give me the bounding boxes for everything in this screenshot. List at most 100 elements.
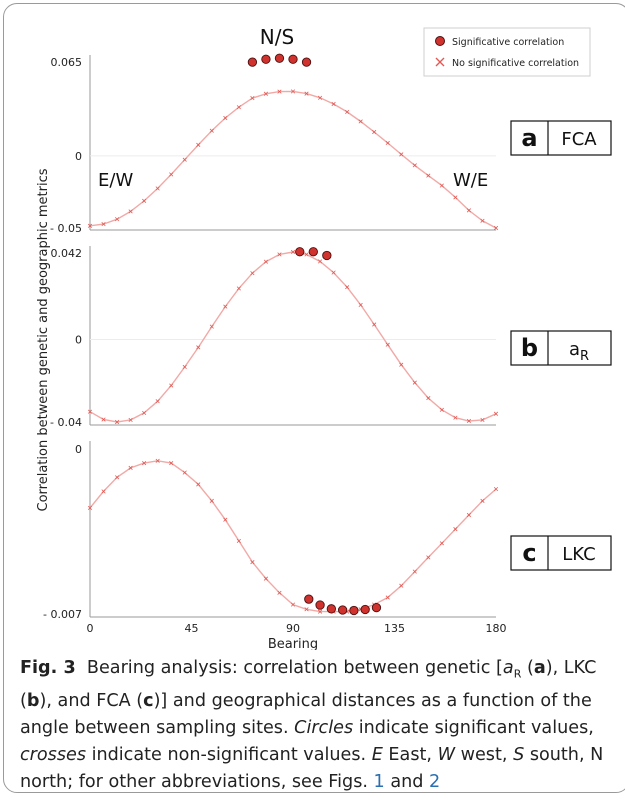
cross-marker-b-22 xyxy=(385,342,390,347)
cross-marker-b-16 xyxy=(304,252,309,257)
y-tick-label-c-0: 0 xyxy=(75,443,82,456)
legend-circle-icon xyxy=(435,36,445,46)
panel-label-box-a xyxy=(510,120,612,156)
cross-marker-b-13 xyxy=(263,259,269,264)
cross-marker-c-1 xyxy=(101,489,106,494)
y-axis-label: Correlation between genetic and geograph… xyxy=(36,168,51,511)
series-line-c xyxy=(89,460,497,613)
cross-marker-c-15 xyxy=(290,602,296,607)
cross-marker-a-6 xyxy=(169,172,174,177)
cross-marker-c-17 xyxy=(317,609,323,614)
annotation-north-south: N/S xyxy=(260,25,294,49)
significant-point-c-1 xyxy=(315,600,325,610)
significant-point-c-3 xyxy=(337,605,348,615)
caption-panel-c: c xyxy=(143,690,154,711)
cross-marker-c-3 xyxy=(128,465,133,470)
cross-marker-b-30 xyxy=(493,411,499,416)
caption-text-4: ), and FCA ( xyxy=(39,690,144,711)
cross-marker-a-21 xyxy=(372,129,377,135)
y-tick-label-a-1: 0 xyxy=(75,150,82,163)
cross-marker-c-29 xyxy=(480,498,485,503)
cross-marker-a-18 xyxy=(331,101,336,107)
cross-marker-b-24 xyxy=(412,380,417,385)
cross-marker-a-11 xyxy=(236,105,241,110)
significant-point-a-3 xyxy=(288,54,298,64)
y-tick-label-a-0: 0.065 xyxy=(51,56,83,69)
cross-marker-c-30 xyxy=(493,486,499,492)
y-tick-label-b-1: 0 xyxy=(75,334,82,347)
cross-marker-b-2 xyxy=(114,419,120,425)
caption-s: S xyxy=(513,744,525,765)
legend-box xyxy=(423,27,591,77)
panel-letter-c: c xyxy=(522,539,536,567)
significant-point-a-0 xyxy=(247,57,258,67)
cross-marker-a-5 xyxy=(155,186,160,191)
caption-text-10: south, N north; for other abbreviations,… xyxy=(20,744,604,792)
cross-marker-a-20 xyxy=(358,119,363,124)
panel-label-box-b xyxy=(510,330,612,366)
significant-point-c-2 xyxy=(326,604,336,614)
significant-point-b-2 xyxy=(322,250,332,261)
figure-caption: Fig. 3 Bearing analysis: correlation bet… xyxy=(20,655,615,796)
significant-point-c-5 xyxy=(360,604,370,615)
caption-fig-ref-1[interactable]: 1 xyxy=(373,771,385,792)
cross-marker-a-24 xyxy=(412,163,417,168)
cross-marker-b-4 xyxy=(142,410,147,416)
y-tick-label-a-2: - 0.05 xyxy=(50,222,82,235)
cross-marker-b-14 xyxy=(277,252,282,257)
cross-marker-b-27 xyxy=(453,415,458,420)
cross-marker-b-5 xyxy=(155,399,160,404)
cross-marker-c-27 xyxy=(453,527,458,532)
cross-marker-c-26 xyxy=(439,541,444,546)
annotation-east-west: E/W xyxy=(98,170,133,191)
cross-marker-a-27 xyxy=(453,195,458,200)
cross-marker-c-8 xyxy=(196,482,201,487)
cross-marker-a-19 xyxy=(345,109,350,115)
y-tick-label-b-0: 0.042 xyxy=(51,247,83,260)
cross-marker-b-21 xyxy=(372,322,377,327)
caption-e: E xyxy=(371,744,383,765)
cross-marker-a-25 xyxy=(426,173,431,178)
cross-marker-b-19 xyxy=(345,285,350,290)
significant-point-a-4 xyxy=(301,57,312,67)
cross-marker-a-3 xyxy=(128,209,133,214)
cross-marker-c-11 xyxy=(236,538,241,544)
caption-label: Fig. 3 xyxy=(20,658,76,678)
caption-panel-a: a xyxy=(533,658,546,678)
significant-point-c-0 xyxy=(304,594,314,604)
significant-point-c-4 xyxy=(349,605,359,616)
cross-marker-a-13 xyxy=(263,91,269,96)
cross-marker-b-7 xyxy=(182,364,187,370)
cross-marker-a-7 xyxy=(182,157,187,162)
cross-marker-a-1 xyxy=(101,222,106,227)
cross-marker-b-29 xyxy=(480,417,485,423)
cross-marker-b-1 xyxy=(101,417,106,422)
cross-marker-a-22 xyxy=(385,140,390,146)
caption-fig-ref-2[interactable]: 2 xyxy=(429,771,441,792)
cross-marker-c-25 xyxy=(426,555,431,560)
caption-text-3: ), LKC ( xyxy=(20,658,597,711)
cross-marker-c-0 xyxy=(87,505,93,511)
panel-metric-b: aR xyxy=(569,339,589,364)
cross-marker-b-15 xyxy=(290,249,296,255)
panel-metric-a: FCA xyxy=(561,129,597,150)
cross-marker-c-24 xyxy=(412,569,417,574)
cross-marker-b-20 xyxy=(358,302,363,308)
cross-marker-b-11 xyxy=(236,286,241,291)
x-tick-label-4: 180 xyxy=(486,622,507,635)
x-tick-label-1: 45 xyxy=(185,622,199,635)
cross-marker-a-10 xyxy=(223,115,228,121)
caption-sub-r: R xyxy=(513,667,522,681)
cross-marker-c-2 xyxy=(114,475,120,480)
y-tick-label-c-1: - 0.007 xyxy=(43,608,82,621)
caption-panel-b: b xyxy=(26,690,40,711)
panel-letter-b: b xyxy=(521,334,538,362)
caption-circles: Circles xyxy=(294,717,354,738)
series-line-a xyxy=(89,90,497,229)
cross-marker-c-12 xyxy=(250,560,255,565)
panel-metric-c: LKC xyxy=(562,544,595,565)
significant-point-b-0 xyxy=(295,247,305,257)
significant-point-a-1 xyxy=(261,54,271,64)
panel-label-box-c xyxy=(510,535,612,571)
cross-marker-a-30 xyxy=(493,225,499,231)
